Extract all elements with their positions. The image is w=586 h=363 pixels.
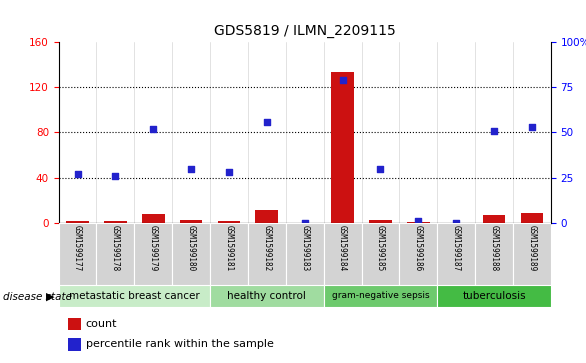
Bar [255, 209, 278, 223]
Point [224, 170, 234, 175]
Point [262, 119, 271, 125]
Bar [210, 285, 323, 307]
Text: GSM1599182: GSM1599182 [263, 225, 271, 272]
Bar [400, 223, 437, 285]
Title: GDS5819 / ILMN_2209115: GDS5819 / ILMN_2209115 [214, 24, 396, 38]
Point [149, 126, 158, 132]
Point [111, 173, 120, 179]
Bar [520, 213, 543, 223]
Bar [217, 221, 240, 223]
Bar [210, 223, 248, 285]
Bar [513, 223, 551, 285]
Point [527, 124, 537, 130]
Bar [69, 338, 81, 351]
Point [376, 166, 385, 172]
Text: GSM1599187: GSM1599187 [452, 225, 461, 272]
Bar [180, 220, 203, 223]
Text: GSM1599183: GSM1599183 [300, 225, 309, 272]
Text: GSM1599179: GSM1599179 [149, 225, 158, 272]
Text: metastatic breast cancer: metastatic breast cancer [69, 291, 200, 301]
Bar [69, 318, 81, 330]
Bar [369, 220, 392, 223]
Bar [437, 285, 551, 307]
Bar [142, 214, 165, 223]
Bar [172, 223, 210, 285]
Bar [59, 223, 97, 285]
Point [186, 166, 196, 172]
Text: ▶: ▶ [46, 291, 54, 302]
Bar [66, 221, 89, 223]
Text: GSM1599181: GSM1599181 [224, 225, 233, 272]
Text: count: count [86, 319, 117, 329]
Text: GSM1599189: GSM1599189 [527, 225, 536, 272]
Bar [104, 221, 127, 223]
Point [338, 77, 347, 83]
Text: GSM1599188: GSM1599188 [489, 225, 499, 272]
Point [489, 128, 499, 134]
Bar [248, 223, 286, 285]
Text: gram-negative sepsis: gram-negative sepsis [332, 291, 430, 300]
Text: GSM1599185: GSM1599185 [376, 225, 385, 272]
Bar [362, 223, 400, 285]
Bar [97, 223, 134, 285]
Point [451, 220, 461, 226]
Bar [475, 223, 513, 285]
Bar [323, 285, 437, 307]
Bar [331, 72, 354, 223]
Bar [134, 223, 172, 285]
Point [414, 219, 423, 224]
Text: GSM1599184: GSM1599184 [338, 225, 347, 272]
Text: tuberculosis: tuberculosis [462, 291, 526, 301]
Point [73, 171, 82, 177]
Text: percentile rank within the sample: percentile rank within the sample [86, 339, 274, 350]
Point [300, 220, 309, 226]
Text: GSM1599186: GSM1599186 [414, 225, 423, 272]
Bar [407, 222, 430, 223]
Text: healthy control: healthy control [227, 291, 306, 301]
Bar [483, 215, 505, 223]
Text: GSM1599177: GSM1599177 [73, 225, 82, 272]
Text: GSM1599180: GSM1599180 [186, 225, 196, 272]
Bar [286, 223, 323, 285]
Bar [59, 285, 210, 307]
Bar [323, 223, 362, 285]
Bar [437, 223, 475, 285]
Text: GSM1599178: GSM1599178 [111, 225, 120, 272]
Text: disease state: disease state [3, 291, 72, 302]
